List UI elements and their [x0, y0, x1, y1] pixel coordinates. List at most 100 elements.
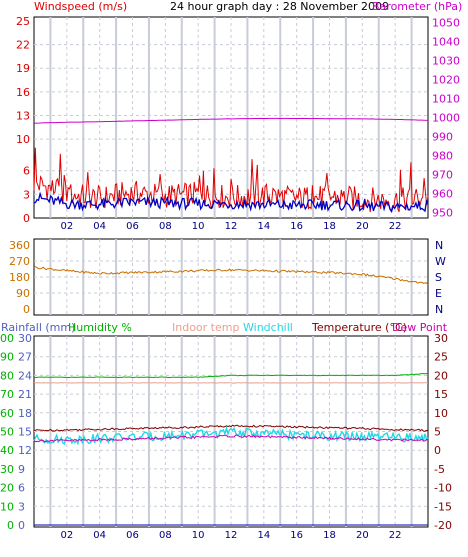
y-tick-dir-270: 270 — [9, 255, 30, 268]
y-tick-wind-16: 16 — [16, 86, 30, 99]
y-tick-baro-1030: 1030 — [432, 55, 460, 68]
x-tick-p0-08: 08 — [159, 221, 172, 232]
y-tick-hum-9: 10 — [0, 500, 14, 513]
dewpoint-label: Dew Point — [392, 321, 448, 334]
y-tick-dir-180: 180 — [9, 271, 30, 284]
y-tick-rain-2: 24 — [18, 369, 32, 382]
y-tick-baro-980: 980 — [432, 149, 453, 162]
y-tick-wind-0: 0 — [23, 212, 30, 225]
windchill-label: Windchill — [243, 321, 293, 334]
y-tick-wind-6: 6 — [23, 165, 30, 178]
y-tick-hum-1: 90 — [0, 351, 14, 364]
y-tick-temp--10: -10 — [434, 482, 452, 495]
x-tick-p0-04: 04 — [93, 221, 106, 232]
y-tick-rain-9: 3 — [18, 500, 25, 513]
y-tick-rain-5: 15 — [18, 426, 32, 439]
series-windchill — [33, 425, 429, 446]
x-tick-p0-20: 20 — [356, 221, 369, 232]
y-tick-baro-990: 990 — [432, 130, 453, 143]
x-tick-p1-08: 08 — [159, 530, 172, 541]
x-tick-p1-10: 10 — [192, 530, 205, 541]
y-tick-rain-3: 21 — [18, 388, 32, 401]
series-barometer — [33, 117, 429, 124]
y-tick-dir-90: 90 — [16, 287, 30, 300]
series-temperature — [34, 424, 429, 432]
y-tick-rain-7: 9 — [18, 463, 25, 476]
y-tick-temp--20: -20 — [434, 519, 452, 532]
x-tick-p1-12: 12 — [225, 530, 238, 541]
x-tick-p0-18: 18 — [323, 221, 336, 232]
x-tick-p0-22: 22 — [389, 221, 402, 232]
y-tick-temp-10: 10 — [434, 407, 448, 420]
y-tick-baro-1020: 1020 — [432, 74, 460, 87]
y-tick-wind-25: 25 — [16, 15, 30, 28]
y-tick-compass-0: N — [435, 239, 443, 252]
x-tick-p0-14: 14 — [257, 221, 270, 232]
x-tick-p1-06: 06 — [126, 530, 139, 541]
y-tick-hum-2: 80 — [0, 369, 14, 382]
y-tick-hum-0: 100 — [0, 332, 14, 345]
y-tick-wind-19: 19 — [16, 62, 30, 75]
y-tick-rain-8: 6 — [18, 482, 25, 495]
y-tick-dir-0: 0 — [23, 303, 30, 316]
y-tick-temp-20: 20 — [434, 369, 448, 382]
y-tick-rain-6: 12 — [18, 444, 32, 457]
y-tick-compass-3: E — [435, 287, 442, 300]
indoor-temp-label: Indoor temp — [172, 321, 239, 334]
y-tick-temp-30: 30 — [434, 332, 448, 345]
series-winddir — [33, 266, 429, 286]
y-tick-compass-2: S — [435, 271, 442, 284]
x-tick-p0-10: 10 — [192, 221, 205, 232]
barometer-label: Barometer (hPa) — [372, 0, 462, 13]
x-tick-p0-02: 02 — [60, 221, 73, 232]
y-tick-temp--5: -5 — [434, 463, 445, 476]
y-tick-hum-6: 40 — [0, 444, 14, 457]
x-tick-p1-14: 14 — [257, 530, 270, 541]
y-tick-baro-1010: 1010 — [432, 93, 460, 106]
y-tick-wind-10: 10 — [16, 133, 30, 146]
humidity-label: Humidity % — [68, 321, 132, 334]
y-tick-temp-25: 25 — [434, 351, 448, 364]
y-tick-temp-0: 0 — [434, 444, 441, 457]
y-tick-hum-5: 50 — [0, 426, 14, 439]
axis-labels: 2522191613106301050104010301020101010009… — [0, 15, 460, 541]
temperature-label: Temperature (°C) — [311, 321, 407, 334]
y-tick-temp-15: 15 — [434, 388, 448, 401]
y-tick-temp-5: 5 — [434, 426, 441, 439]
y-tick-hum-7: 30 — [0, 463, 14, 476]
x-tick-p1-04: 04 — [93, 530, 106, 541]
y-tick-baro-970: 970 — [432, 168, 453, 181]
series-windavg — [33, 191, 429, 214]
x-tick-p1-20: 20 — [356, 530, 369, 541]
y-tick-rain-1: 27 — [18, 351, 32, 364]
x-tick-p1-18: 18 — [323, 530, 336, 541]
x-tick-p1-22: 22 — [389, 530, 402, 541]
y-tick-compass-1: W — [435, 255, 446, 268]
y-tick-hum-8: 20 — [0, 482, 14, 495]
series-dewpoint — [33, 434, 429, 443]
y-tick-baro-950: 950 — [432, 206, 453, 219]
y-tick-hum-3: 70 — [0, 388, 14, 401]
y-tick-compass-4: N — [435, 303, 443, 316]
x-tick-p0-06: 06 — [126, 221, 139, 232]
y-tick-dir-360: 360 — [9, 239, 30, 252]
series-layer — [33, 117, 429, 526]
y-tick-baro-1040: 1040 — [432, 36, 460, 49]
series-windspeed — [33, 147, 429, 213]
y-tick-baro-960: 960 — [432, 187, 453, 200]
y-tick-temp--15: -15 — [434, 500, 452, 513]
x-tick-p1-16: 16 — [290, 530, 303, 541]
x-tick-p0-16: 16 — [290, 221, 303, 232]
rainfall-label: Rainfall (mm) — [1, 321, 75, 334]
chart-title: 24 hour graph day : 28 November 2009 — [170, 0, 389, 13]
windspeed-label: Windspeed (m/s) — [34, 0, 127, 13]
y-tick-hum-4: 60 — [0, 407, 14, 420]
y-tick-wind-13: 13 — [16, 110, 30, 123]
x-tick-p1-02: 02 — [60, 530, 73, 541]
y-tick-rain-4: 18 — [18, 407, 32, 420]
series-humidity — [33, 372, 429, 379]
y-tick-rain-0: 30 — [18, 332, 32, 345]
y-tick-wind-22: 22 — [16, 39, 30, 52]
y-tick-rain-10: 0 — [18, 519, 25, 532]
